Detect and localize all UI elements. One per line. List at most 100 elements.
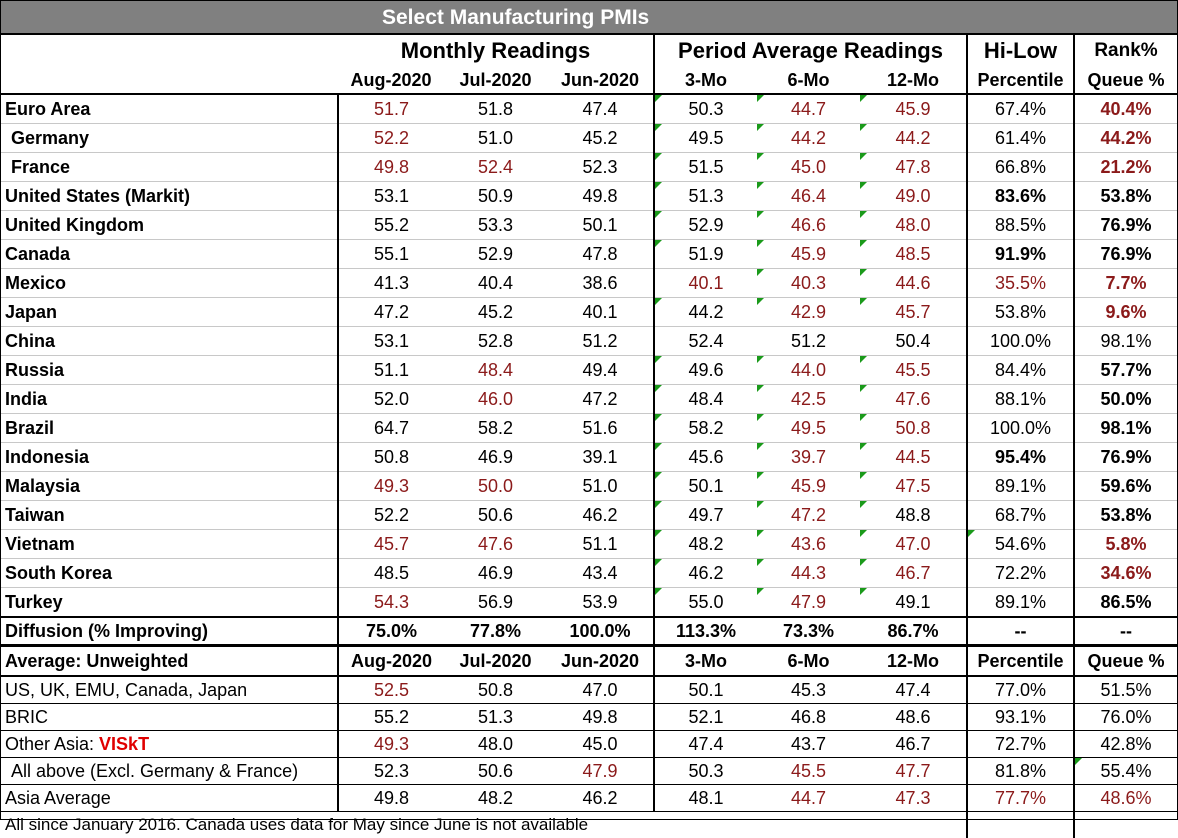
table-cell: 45.2	[547, 124, 654, 153]
table-cell: 66.8%	[967, 153, 1074, 182]
row-label: BRIC	[1, 704, 338, 731]
table-cell: 46.9	[444, 443, 547, 472]
table-cell: 52.4	[444, 153, 547, 182]
column-header: 6-Mo	[757, 646, 860, 677]
table-cell: 55.2	[338, 211, 444, 240]
table-cell: 88.1%	[967, 385, 1074, 414]
row-label: Diffusion (% Improving)	[1, 617, 338, 646]
table-cell: 46.2	[547, 501, 654, 530]
table-cell: 50.1	[654, 472, 757, 501]
table-cell: 48.0	[860, 211, 967, 240]
table-cell: 51.5	[654, 153, 757, 182]
column-header: Percentile	[967, 646, 1074, 677]
table-cell: 45.9	[860, 94, 967, 124]
table-cell: 51.7	[338, 94, 444, 124]
table-cell: 86.7%	[860, 617, 967, 646]
table-cell: 40.4%	[1074, 94, 1177, 124]
table-cell: 93.1%	[967, 704, 1074, 731]
table-cell: 42.5	[757, 385, 860, 414]
table-cell: 47.3	[860, 785, 967, 812]
table-cell: 89.1%	[967, 588, 1074, 618]
table-cell: 39.1	[547, 443, 654, 472]
table-cell: 68.7%	[967, 501, 1074, 530]
table-cell: 45.3	[757, 676, 860, 704]
row-label: Germany	[1, 124, 338, 153]
table-cell: 46.7	[860, 559, 967, 588]
table-cell: 45.7	[860, 298, 967, 327]
table-cell: 49.5	[757, 414, 860, 443]
table-cell: 40.1	[547, 298, 654, 327]
column-header: 6-Mo	[757, 67, 860, 94]
table-cell: 53.8%	[1074, 182, 1177, 211]
table-cell: 50.1	[654, 676, 757, 704]
table-cell: 75.0%	[338, 617, 444, 646]
table-cell: 50.1	[547, 211, 654, 240]
table-cell: 51.0	[547, 472, 654, 501]
table-cell: 76.9%	[1074, 443, 1177, 472]
table-cell: 40.3	[757, 269, 860, 298]
table-cell: 52.2	[338, 124, 444, 153]
column-header: 3-Mo	[654, 67, 757, 94]
table-cell: 76.9%	[1074, 240, 1177, 269]
table-cell: 52.0	[338, 385, 444, 414]
table-cell: 40.4	[444, 269, 547, 298]
pmi-table-sheet: Select Manufacturing PMIs Monthly Readin…	[0, 0, 1178, 820]
row-label: Taiwan	[1, 501, 338, 530]
table-cell: 52.1	[654, 704, 757, 731]
table-cell: 53.9	[547, 588, 654, 618]
column-header: Queue %	[1074, 646, 1177, 677]
row-label: Turkey	[1, 588, 338, 618]
table-cell: 44.3	[757, 559, 860, 588]
row-label: All above (Excl. Germany & France)	[1, 758, 338, 785]
table-cell: 51.8	[444, 94, 547, 124]
table-cell: 49.8	[547, 182, 654, 211]
table-cell: 7.7%	[1074, 269, 1177, 298]
row-label-text: Other Asia:	[5, 734, 99, 754]
table-cell: 50.0%	[1074, 385, 1177, 414]
row-label-text: US, UK, EMU, Canada, Japan	[5, 680, 247, 700]
table-title: Select Manufacturing PMIs	[1, 1, 1177, 35]
table-cell: --	[1074, 617, 1177, 646]
table-cell: 46.9	[444, 559, 547, 588]
table-cell: 46.2	[547, 785, 654, 812]
table-cell: 53.3	[444, 211, 547, 240]
table-cell: 49.0	[860, 182, 967, 211]
table-cell: 50.3	[654, 758, 757, 785]
row-label-text: All above (Excl. Germany & France)	[11, 761, 298, 781]
table-cell: 58.2	[444, 414, 547, 443]
row-label: United Kingdom	[1, 211, 338, 240]
table-cell: 45.6	[654, 443, 757, 472]
column-header: 12-Mo	[860, 646, 967, 677]
column-header: Jul-2020	[444, 646, 547, 677]
table-cell: 50.9	[444, 182, 547, 211]
table-cell: 48.4	[654, 385, 757, 414]
table-cell: 47.6	[444, 530, 547, 559]
table-cell: 50.0	[444, 472, 547, 501]
group-hi-low: Hi-Low	[967, 35, 1074, 67]
table-cell: 84.4%	[967, 356, 1074, 385]
table-cell: 44.7	[757, 94, 860, 124]
table-cell: 52.5	[338, 676, 444, 704]
table-cell: 47.0	[860, 530, 967, 559]
table-cell: 21.2%	[1074, 153, 1177, 182]
table-cell: 51.1	[338, 356, 444, 385]
table-cell: 34.6%	[1074, 559, 1177, 588]
table-cell: 44.0	[757, 356, 860, 385]
table-cell: 55.2	[338, 704, 444, 731]
table-cell: 52.4	[654, 327, 757, 356]
table-cell: 51.2	[547, 327, 654, 356]
row-label-text: BRIC	[5, 707, 48, 727]
table-cell: 47.2	[338, 298, 444, 327]
